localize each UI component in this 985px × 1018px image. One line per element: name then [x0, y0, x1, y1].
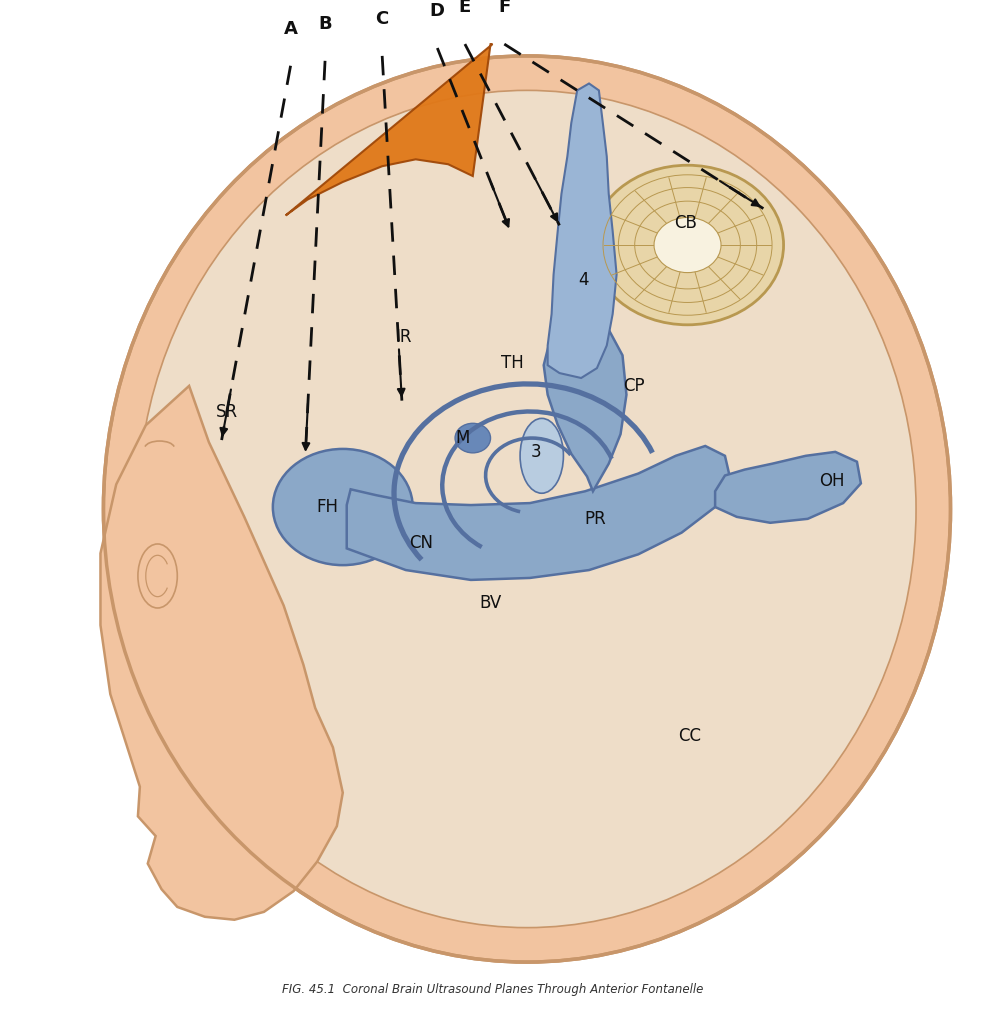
Ellipse shape [138, 91, 916, 927]
Text: TH: TH [500, 354, 524, 373]
Text: PR: PR [584, 510, 606, 528]
Ellipse shape [138, 544, 177, 608]
Text: A: A [284, 20, 297, 38]
Ellipse shape [455, 423, 491, 453]
Text: 3: 3 [531, 443, 541, 461]
Text: BV: BV [480, 593, 501, 612]
Ellipse shape [103, 56, 951, 962]
Text: FIG. 45.1  Coronal Brain Ultrasound Planes Through Anterior Fontanelle: FIG. 45.1 Coronal Brain Ultrasound Plane… [282, 982, 703, 996]
Polygon shape [548, 83, 617, 378]
Polygon shape [286, 44, 492, 216]
Text: CB: CB [674, 215, 697, 232]
Text: 4: 4 [578, 272, 588, 289]
Text: F: F [498, 0, 510, 16]
Ellipse shape [591, 165, 784, 325]
Text: CC: CC [678, 727, 701, 744]
Text: C: C [375, 10, 389, 29]
Text: IR: IR [396, 328, 412, 346]
Text: CN: CN [410, 534, 433, 553]
Text: M: M [456, 429, 470, 447]
Ellipse shape [273, 449, 413, 565]
Polygon shape [544, 320, 626, 492]
Text: OH: OH [820, 472, 845, 491]
Text: D: D [429, 2, 445, 20]
Polygon shape [347, 446, 731, 580]
Text: FH: FH [316, 498, 338, 516]
Text: SR: SR [216, 403, 237, 421]
Text: CP: CP [624, 377, 645, 395]
Text: E: E [459, 0, 471, 16]
Polygon shape [100, 386, 343, 919]
Text: B: B [318, 15, 332, 34]
Ellipse shape [654, 218, 721, 273]
Ellipse shape [520, 418, 563, 494]
Polygon shape [715, 452, 861, 523]
